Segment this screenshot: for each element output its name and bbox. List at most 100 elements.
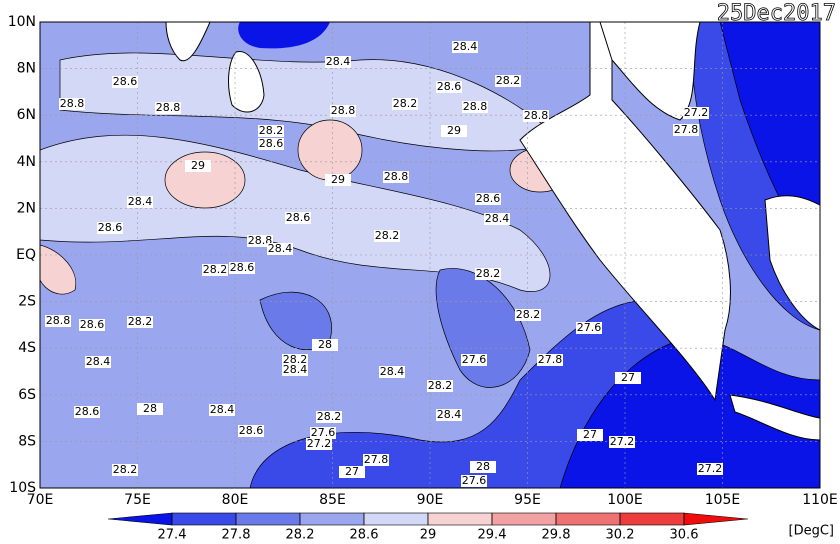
colorbar-segment xyxy=(171,512,237,526)
contour-label-bg xyxy=(45,315,71,327)
lon-tick-label: 80E xyxy=(222,492,249,508)
lat-tick-label: 6N xyxy=(17,107,36,123)
contour-label: 29 xyxy=(331,173,345,186)
contour-label-bg xyxy=(470,461,496,473)
contour-label-bg xyxy=(436,409,462,421)
contour-label-bg xyxy=(312,339,338,351)
contour-label-bg xyxy=(452,41,478,53)
contour-label: 28.4 xyxy=(437,408,462,421)
contour-label-bg xyxy=(436,81,462,93)
date-title: 25Dec2017 xyxy=(717,1,836,26)
contour-label-bg xyxy=(683,107,709,119)
contour-label-bg xyxy=(462,101,488,113)
contour-label: 28.2 xyxy=(259,124,284,137)
contour-label-bg xyxy=(306,438,332,450)
lat-tick-label: 10N xyxy=(8,14,36,30)
lat-tick-label: 4S xyxy=(18,340,36,356)
contour-label: 27.6 xyxy=(462,474,487,487)
contour-label-bg xyxy=(537,354,563,366)
contour-label: 28.4 xyxy=(210,403,235,416)
contour-label-bg xyxy=(112,464,138,476)
contour-label-bg xyxy=(258,125,284,137)
contour-label-bg xyxy=(59,98,85,110)
contour-label: 28.2 xyxy=(283,353,308,366)
contour-label: 27 xyxy=(583,428,597,441)
colorbar-unit: [DegC] xyxy=(789,524,834,539)
contour-label-bg xyxy=(461,475,487,487)
contour-label-bg xyxy=(282,354,308,366)
contour-label-bg xyxy=(330,105,356,117)
contour-label-bg xyxy=(155,102,181,114)
contour-label-bg xyxy=(523,110,549,122)
contour-label: 27.2 xyxy=(307,437,332,450)
colorbar-segment xyxy=(619,512,685,526)
contour-label: 27 xyxy=(621,371,635,384)
contour-label: 29 xyxy=(191,159,205,172)
contour-label-bg xyxy=(697,463,723,475)
contour-label: 28.8 xyxy=(46,314,71,327)
contour-label: 28.2 xyxy=(375,229,400,242)
contour-label: 28.8 xyxy=(331,104,356,117)
contour-label: 28.4 xyxy=(326,55,351,68)
contour-label-bg xyxy=(576,322,602,334)
colorbar-tick-label: 28.2 xyxy=(286,528,315,543)
contour-label-bg xyxy=(379,366,405,378)
contour-label-bg xyxy=(475,268,501,280)
lat-tick-label: 8N xyxy=(17,61,36,77)
lat-tick-label: 2N xyxy=(17,200,36,216)
contour-label-bg xyxy=(247,235,273,247)
contour-label-bg xyxy=(392,98,418,110)
colorbar-segment xyxy=(235,512,301,526)
contour-label-bg xyxy=(441,125,467,137)
colorbar: 27.4 27.8 28.2 28.6 29 29.4 29.8 30.2 30.6 xyxy=(107,512,749,543)
colorbar-segment xyxy=(555,512,621,526)
colorbar-tick-label: 27.8 xyxy=(222,528,251,543)
colorbar-segment xyxy=(363,512,429,526)
land xyxy=(599,22,701,121)
contour-label: 28.8 xyxy=(248,234,273,247)
land xyxy=(729,394,820,441)
contour-label: 28.6 xyxy=(239,424,264,437)
contour-label-bg xyxy=(79,319,105,331)
colorbar-tick-label: 29.4 xyxy=(478,528,507,543)
contour-label: 28.8 xyxy=(60,97,85,110)
colorbar-segment xyxy=(683,512,749,526)
contour-label: 28.2 xyxy=(476,267,501,280)
contour-label: 28.2 xyxy=(128,315,153,328)
contour-label: 28.4 xyxy=(283,363,308,376)
colorbar-segment xyxy=(107,512,173,526)
colorbar-segment xyxy=(427,512,493,526)
contour-label: 28.4 xyxy=(380,365,405,378)
contour-label: 28.6 xyxy=(437,80,462,93)
colorbar-tick-label: 30.2 xyxy=(606,528,635,543)
contour-label-bg xyxy=(427,380,453,392)
land xyxy=(165,22,211,62)
colorbar-tick-label: 29.8 xyxy=(542,528,571,543)
contour-label: 27.6 xyxy=(577,321,602,334)
contour-label-bg xyxy=(185,160,211,172)
contour-label-bg xyxy=(97,222,123,234)
contour-label-bg xyxy=(673,124,699,136)
contour-label-bg xyxy=(209,404,235,416)
contour-label-bg xyxy=(229,262,255,274)
contour-label: 28.6 xyxy=(230,261,255,274)
field-blob xyxy=(435,268,531,388)
contour-label-bg xyxy=(577,429,603,441)
contour-label: 27.8 xyxy=(538,353,563,366)
contour-label: 28 xyxy=(476,460,490,473)
contour-label-bg xyxy=(515,309,541,321)
land xyxy=(228,51,265,113)
field-blob xyxy=(297,119,363,181)
contour-label: 28.2 xyxy=(428,379,453,392)
contour-label: 28.6 xyxy=(75,405,100,418)
contour-label: 28.2 xyxy=(317,410,342,423)
contour-label-bg xyxy=(267,243,293,255)
contour-label-bg xyxy=(374,230,400,242)
contour-label: 28.8 xyxy=(156,101,181,114)
contour-label-bg xyxy=(238,425,264,437)
lat-tick-label: 2S xyxy=(18,294,36,310)
contour-label: 28.6 xyxy=(80,318,105,331)
contour-label: 28.4 xyxy=(268,242,293,255)
contour-label-bg xyxy=(363,454,389,466)
